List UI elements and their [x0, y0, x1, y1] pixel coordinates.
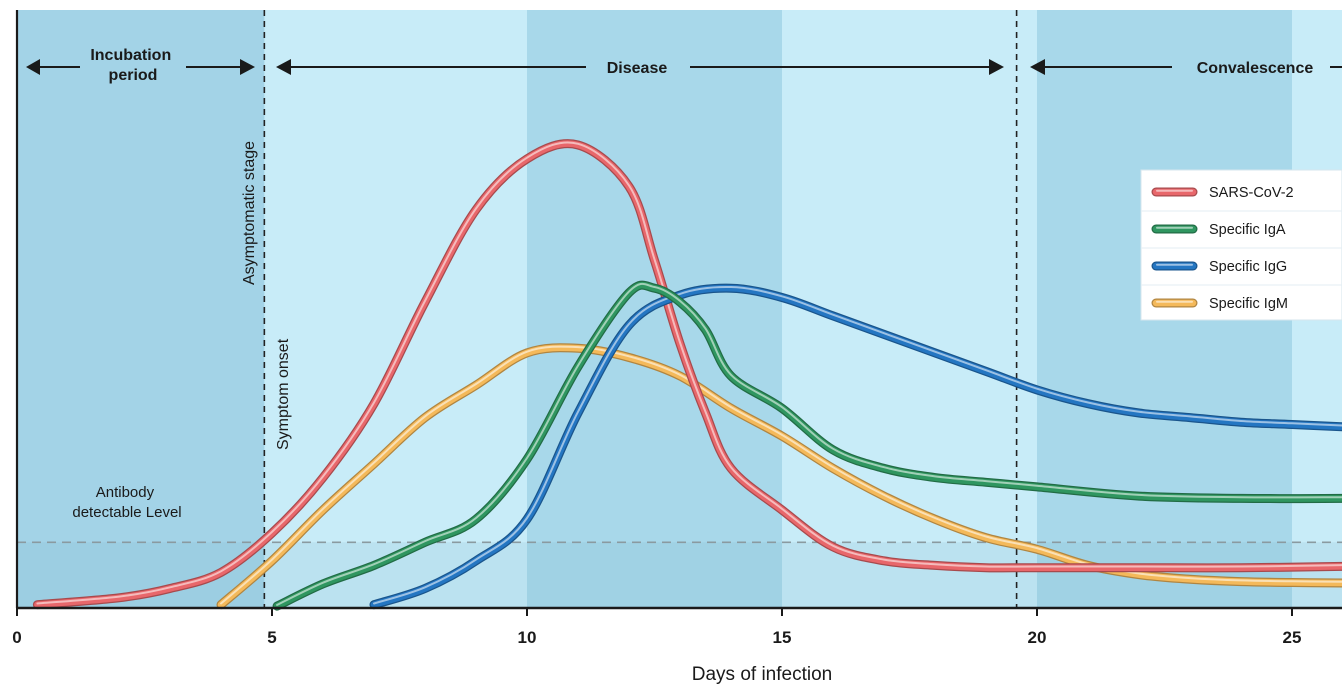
- phase-label-incubation-line1: Incubation: [90, 47, 171, 64]
- legend: SARS-CoV-2 Specific IgA Specific IgG Specif…: [1140, 169, 1342, 321]
- series-specific-iga: [272, 280, 1342, 611]
- series-sars-cov-2: [32, 139, 1342, 610]
- symptom-onset-label: Symptom onset: [275, 338, 292, 450]
- x-tick-label: 10: [518, 628, 537, 647]
- series-highlight-specific-igm: [220, 345, 1342, 605]
- arrow-head-left: [26, 59, 40, 75]
- arrow-head-left: [1030, 59, 1045, 75]
- asymptomatic-stage-label: Asymptomatic stage: [241, 141, 258, 285]
- series-highlight-specific-igg: [373, 285, 1342, 605]
- x-tick-label: 0: [12, 628, 21, 647]
- legend-label-specific-iga: Specific IgA: [1209, 222, 1286, 238]
- phase-label-disease: Disease: [607, 60, 668, 77]
- x-axis: 0 5 10 15 20 25: [12, 10, 1342, 647]
- series-specific-igg: [369, 283, 1342, 610]
- antibody-level-label: Antibody detectable Level: [72, 484, 181, 521]
- x-axis-title: Days of infection: [692, 664, 832, 684]
- series-specific-igm: [216, 343, 1342, 610]
- incubation-band: [17, 10, 265, 607]
- series-highlight-sars-cov-2: [36, 141, 1342, 605]
- series-curves: [32, 139, 1342, 611]
- arrow-head-right: [989, 59, 1004, 75]
- legend-label-sars-cov-2: SARS-CoV-2: [1209, 185, 1294, 201]
- x-tick-label: 25: [1283, 628, 1302, 647]
- x-tick-label: 5: [267, 628, 276, 647]
- antibody-level-line1: Antibody: [96, 484, 155, 501]
- x-tick-label: 20: [1028, 628, 1047, 647]
- x-tick-label: 15: [773, 628, 792, 647]
- arrow-head-left: [276, 59, 291, 75]
- phase-label-convalescence: Convalescence: [1197, 60, 1314, 77]
- phase-arrows: Incubation period Disease Convalescence: [26, 47, 1342, 84]
- series-highlight-specific-iga: [276, 282, 1342, 606]
- phase-label-incubation: Incubation period: [90, 47, 175, 84]
- legend-label-specific-igm: Specific IgM: [1209, 296, 1288, 312]
- arrow-head-right: [240, 59, 255, 75]
- background-bands: [17, 10, 1342, 607]
- legend-label-specific-igg: Specific IgG: [1209, 259, 1287, 275]
- antibody-level-line2: detectable Level: [72, 504, 181, 521]
- phase-label-incubation-line2: period: [109, 67, 158, 84]
- phase-divider-lines: [263, 10, 1018, 607]
